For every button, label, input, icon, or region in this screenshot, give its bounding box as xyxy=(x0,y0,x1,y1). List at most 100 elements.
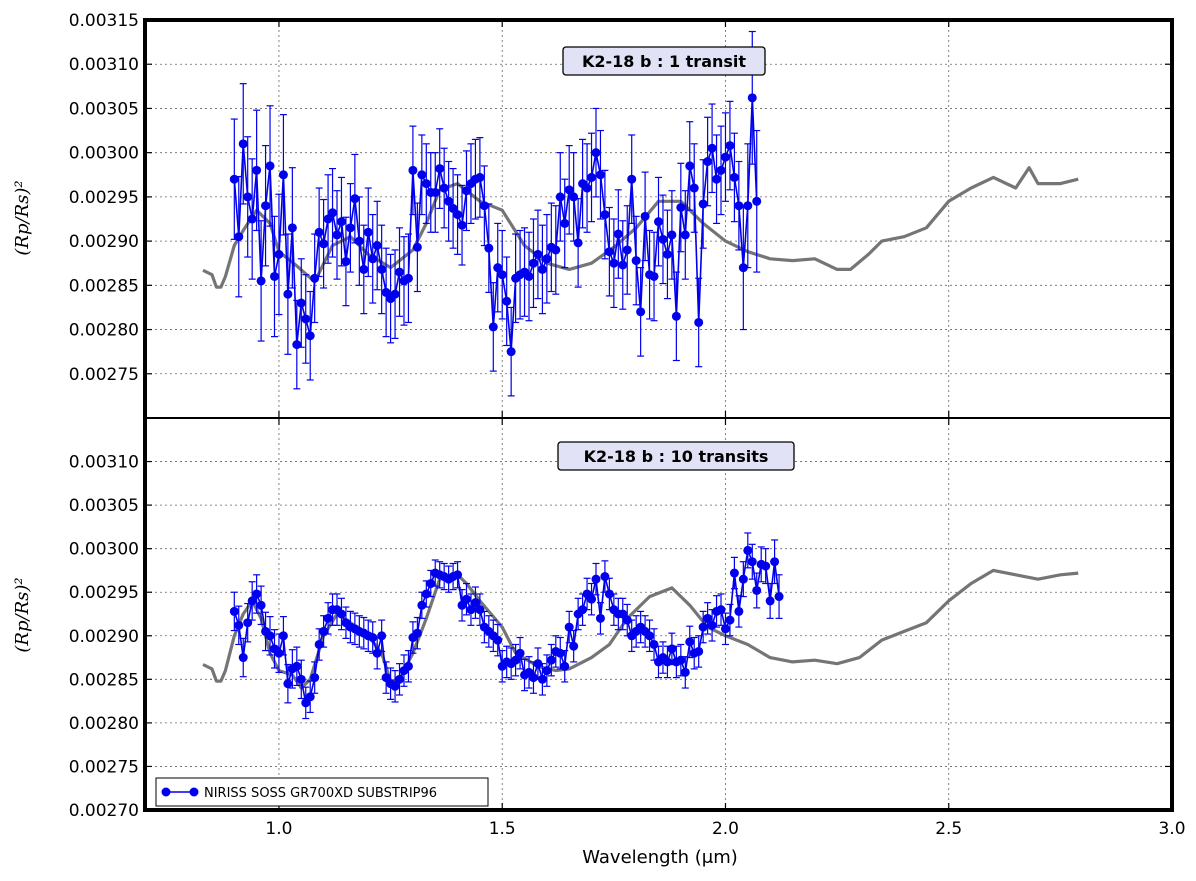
data-point xyxy=(408,165,418,175)
data-point xyxy=(658,234,668,244)
data-point xyxy=(676,655,686,665)
data-point xyxy=(694,646,704,656)
data-point xyxy=(689,183,699,193)
data-point xyxy=(412,628,422,638)
data-point xyxy=(292,661,302,671)
data-point xyxy=(426,579,436,589)
data-point xyxy=(261,201,271,211)
data-point xyxy=(631,256,641,266)
data-point xyxy=(421,589,431,599)
data-point xyxy=(457,220,467,230)
data-point xyxy=(698,622,708,632)
data-point xyxy=(497,270,507,280)
data-point xyxy=(564,185,574,195)
data-point xyxy=(774,592,784,602)
data-point xyxy=(381,287,391,297)
data-point xyxy=(595,613,605,623)
data-point xyxy=(475,605,485,615)
x-tick-label: 1.5 xyxy=(489,819,516,839)
data-point xyxy=(533,249,543,259)
data-point xyxy=(319,626,329,636)
data-point xyxy=(332,230,342,240)
data-point xyxy=(533,659,543,669)
y-tick-label: 0.00295 xyxy=(69,583,139,603)
data-point xyxy=(247,596,257,606)
y-axis-label-bottom: (Rp/Rs)² xyxy=(12,577,33,652)
data-point xyxy=(703,613,713,623)
data-point xyxy=(256,276,266,286)
data-point xyxy=(680,230,690,240)
data-point xyxy=(560,661,570,671)
data-point xyxy=(738,574,748,584)
data-point xyxy=(734,606,744,616)
data-point xyxy=(613,229,623,239)
data-point xyxy=(488,322,498,332)
data-point xyxy=(569,192,579,202)
data-point xyxy=(319,239,329,249)
data-point xyxy=(359,264,369,274)
data-point xyxy=(314,227,324,237)
data-point xyxy=(453,210,463,220)
y-tick-label: 0.00300 xyxy=(69,144,139,164)
data-point xyxy=(667,230,677,240)
y-tick-label: 0.00305 xyxy=(69,496,139,516)
data-point xyxy=(448,203,458,213)
data-point xyxy=(604,589,614,599)
y-tick-label: 0.00270 xyxy=(69,801,139,821)
data-point xyxy=(694,317,704,327)
data-point xyxy=(703,157,713,167)
data-point xyxy=(283,289,293,299)
data-point xyxy=(484,243,494,253)
data-point xyxy=(622,615,632,625)
data-point xyxy=(229,606,239,616)
data-point xyxy=(296,674,306,684)
data-point xyxy=(765,596,775,606)
data-point xyxy=(256,600,266,610)
data-point xyxy=(466,605,476,615)
data-point xyxy=(310,273,320,283)
y-tick-label: 0.00310 xyxy=(69,453,139,473)
data-point xyxy=(417,170,427,180)
top-panel: 0.00275 0.00280 0.00285 0.00290 0.00295 0.003… xyxy=(69,11,1173,419)
data-point xyxy=(636,307,646,317)
data-point xyxy=(578,605,588,615)
panel-title: K2-18 b : 10 transits xyxy=(584,447,769,466)
data-point xyxy=(555,192,565,202)
data-point xyxy=(685,637,695,647)
data-point xyxy=(609,258,619,268)
data-point xyxy=(461,186,471,196)
panel-title: K2-18 b : 1 transit xyxy=(582,52,746,71)
data-point xyxy=(640,211,650,221)
data-point xyxy=(680,667,690,677)
data-point xyxy=(493,635,503,645)
data-point xyxy=(671,311,681,321)
data-point xyxy=(506,347,516,357)
data-point xyxy=(528,673,538,683)
data-point xyxy=(269,271,279,281)
y-tick-label: 0.00295 xyxy=(69,188,139,208)
data-point xyxy=(412,242,422,252)
data-point xyxy=(761,561,771,571)
data-point xyxy=(573,238,583,248)
x-tick-label: 2.0 xyxy=(712,819,739,839)
data-point xyxy=(560,218,570,228)
data-point xyxy=(310,673,320,683)
data-point xyxy=(729,568,739,578)
data-point xyxy=(645,631,655,641)
data-point xyxy=(372,648,382,658)
data-point xyxy=(502,296,512,306)
data-point xyxy=(725,615,735,625)
data-point xyxy=(654,217,663,227)
data-point xyxy=(770,557,780,567)
data-point xyxy=(537,264,547,274)
data-point xyxy=(524,271,534,281)
data-point xyxy=(453,570,463,580)
data-point xyxy=(296,298,306,308)
data-point xyxy=(323,613,333,623)
y-tick-label: 0.00290 xyxy=(69,627,139,647)
data-point xyxy=(252,165,262,175)
data-point xyxy=(649,639,659,649)
data-point xyxy=(555,648,565,658)
data-point xyxy=(667,644,677,654)
y-tick-label: 0.00305 xyxy=(69,99,139,119)
